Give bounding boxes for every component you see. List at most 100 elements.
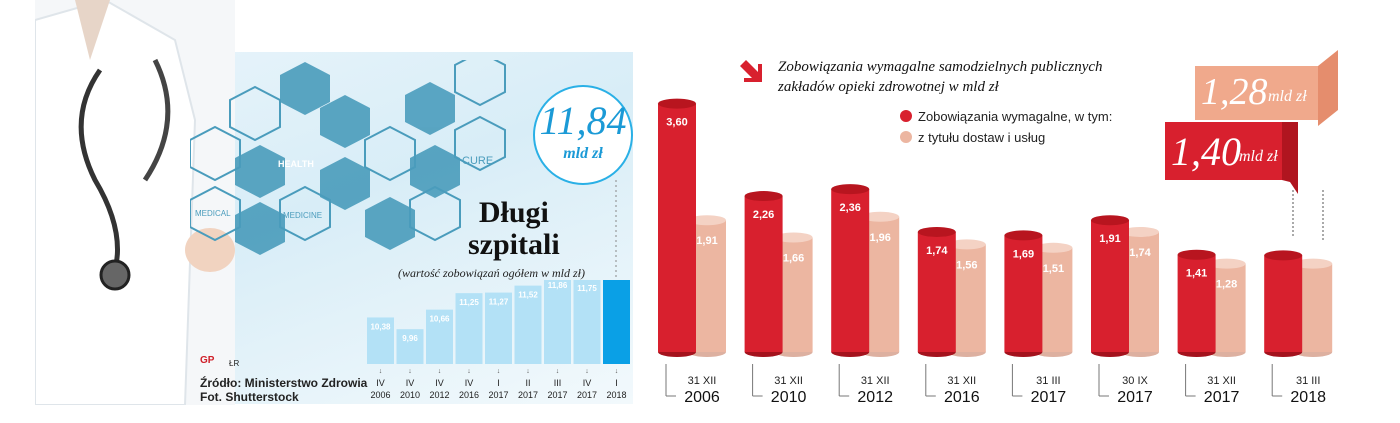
category-label-date: 30 IX <box>1122 375 1148 387</box>
bar-total-top <box>917 226 956 237</box>
left-bar-value-label: 11,27 <box>489 298 509 307</box>
left-tick-arrow: ↓ <box>497 368 501 375</box>
left-tick-arrow: ↓ <box>585 368 589 375</box>
left-bar <box>367 317 394 364</box>
bar-total <box>744 196 783 352</box>
legend-swatch-supplies <box>900 131 912 143</box>
left-bar-value-label: 10,38 <box>370 322 391 331</box>
category-label-date: 31 III <box>1036 375 1060 387</box>
doctor-illustration <box>35 0 235 405</box>
left-tick-label-year: 2017 <box>518 390 538 400</box>
legend-swatch-total <box>900 110 912 122</box>
icon-label-medicine: MEDICINE <box>283 211 322 220</box>
left-bar <box>544 280 571 364</box>
bar-total-label: 2,36 <box>839 202 860 214</box>
bar-supplies-label: 1,28 <box>1216 279 1237 291</box>
left-bar <box>455 293 483 364</box>
left-tick-label-year: 2012 <box>429 390 449 400</box>
bar-total <box>917 231 956 352</box>
callout-supplies-1-28: 1,28 mld zł <box>1195 66 1320 120</box>
bar-supplies-top <box>774 232 813 243</box>
right-chart-title-line-2: zakładów opieki zdrowotnej w mld zł <box>778 79 999 95</box>
left-tick-label-period: I <box>497 378 500 388</box>
callout-total-unit: mld zł <box>1239 148 1278 165</box>
left-bar <box>603 280 630 364</box>
left-bar <box>514 285 542 364</box>
bar-supplies-label: 1,51 <box>1043 263 1064 275</box>
category-label-date: 31 XII <box>947 375 976 387</box>
total-unit: mld zł <box>563 145 603 162</box>
bar-supplies-label: 1,91 <box>696 235 717 247</box>
category-label-date: 31 XII <box>1207 375 1236 387</box>
left-tick-arrow: ↓ <box>438 368 442 375</box>
callout-leader-lines <box>1292 190 1324 242</box>
bar-supplies-label: 1,74 <box>1129 247 1151 259</box>
callout-total-value: 1,40 <box>1171 129 1241 174</box>
left-bar <box>426 309 453 364</box>
left-bar <box>396 329 424 364</box>
total-value-badge: 11,84 mld zł <box>533 85 633 185</box>
bar-total-label: 1,41 <box>1186 268 1207 280</box>
left-chart-title: Długi szpitali <box>468 196 560 261</box>
bar-supplies-label: 1,56 <box>956 259 977 271</box>
left-tick-label-period: III <box>554 378 562 388</box>
category-label-date: 31 XII <box>774 375 803 387</box>
left-tick-label-year: 2018 <box>606 390 626 400</box>
left-bar-value-label: 11,75 <box>577 284 597 293</box>
left-tick-arrow: ↓ <box>615 368 619 375</box>
left-tick-arrow: ↓ <box>556 368 560 375</box>
bar-total <box>831 189 870 352</box>
category-label-date: 31 XII <box>861 375 890 387</box>
bar-total-top <box>658 98 696 109</box>
icon-label-health: HEALTH <box>278 159 314 169</box>
medical-icons-cluster: HEALTH CURE MEDICAL MEDICINE <box>190 60 506 255</box>
bar-supplies-top <box>688 215 726 226</box>
bar-total-label: 1,69 <box>1013 248 1034 260</box>
arrow-down-right-icon <box>740 60 762 82</box>
category-label-year: 2017 <box>1031 389 1067 406</box>
left-tick-label-year: 2017 <box>488 390 508 400</box>
bar-total-top <box>1264 250 1303 261</box>
bar-total <box>1177 254 1216 352</box>
left-tick-arrow: ↓ <box>408 368 412 375</box>
category-label-year: 2006 <box>684 389 720 406</box>
left-tick-arrow: ↓ <box>379 368 383 375</box>
bar-supplies-top <box>947 239 986 250</box>
bar-supplies-label: 1,96 <box>869 232 890 244</box>
left-bar <box>485 292 512 364</box>
left-tick-label-period: IV <box>376 378 385 388</box>
publisher-logo: GP <box>200 355 215 366</box>
bar-supplies-top <box>1121 226 1159 237</box>
legend-label-supplies: z tytułu dostaw i usług <box>918 130 1046 145</box>
callout-supplies-tail <box>1318 50 1338 126</box>
bar-total <box>658 103 696 352</box>
bar-total-top <box>1091 215 1129 226</box>
left-tick-label-period: IV <box>406 378 415 388</box>
left-bar-value-label: 10,66 <box>429 315 450 324</box>
icon-label-medical: MEDICAL <box>195 209 231 218</box>
bar-total-top <box>831 184 870 195</box>
left-tick-label-period: II <box>525 378 530 388</box>
bar-total-top <box>1004 230 1043 241</box>
left-bar-value-label: 11,86 <box>548 281 568 290</box>
bar-total-top <box>1177 249 1216 260</box>
icon-label-cure: CURE <box>462 155 493 167</box>
bar-total <box>1004 235 1043 352</box>
photo-credit: Fot. Shutterstock <box>200 390 299 404</box>
left-tick-label-year: 2006 <box>370 390 390 400</box>
bar-total <box>1264 255 1303 352</box>
callout-supplies-unit: mld zł <box>1268 88 1307 105</box>
left-bar-chart: 10,38 ↓ IV 2006 9,96 ↓ IV 2010 10,66 ↓ IV 2012 11,25… <box>367 280 630 400</box>
right-bar-chart: 1,91 3,60 31 XII 2006 1,66 2,26 31 XII 2010 1,96… <box>640 98 1360 406</box>
callout-total-tail <box>1282 122 1298 194</box>
category-label-date: 31 XII <box>688 375 717 387</box>
bar-total-label: 3,60 <box>666 117 687 129</box>
left-bar-value-label: 9,96 <box>402 334 418 343</box>
left-chart-subtitle: (wartość zobowiązań ogółem w mld zł) <box>398 266 586 280</box>
right-chart-title: Zobowiązania wymagalne samodzielnych pub… <box>778 57 1103 97</box>
category-label-year: 2010 <box>771 389 807 406</box>
category-label-date: 31 III <box>1296 375 1320 387</box>
bar-total-label: 2,26 <box>753 209 774 221</box>
left-tick-label-period: IV <box>465 378 474 388</box>
bar-total-label: 1,91 <box>1099 233 1120 245</box>
